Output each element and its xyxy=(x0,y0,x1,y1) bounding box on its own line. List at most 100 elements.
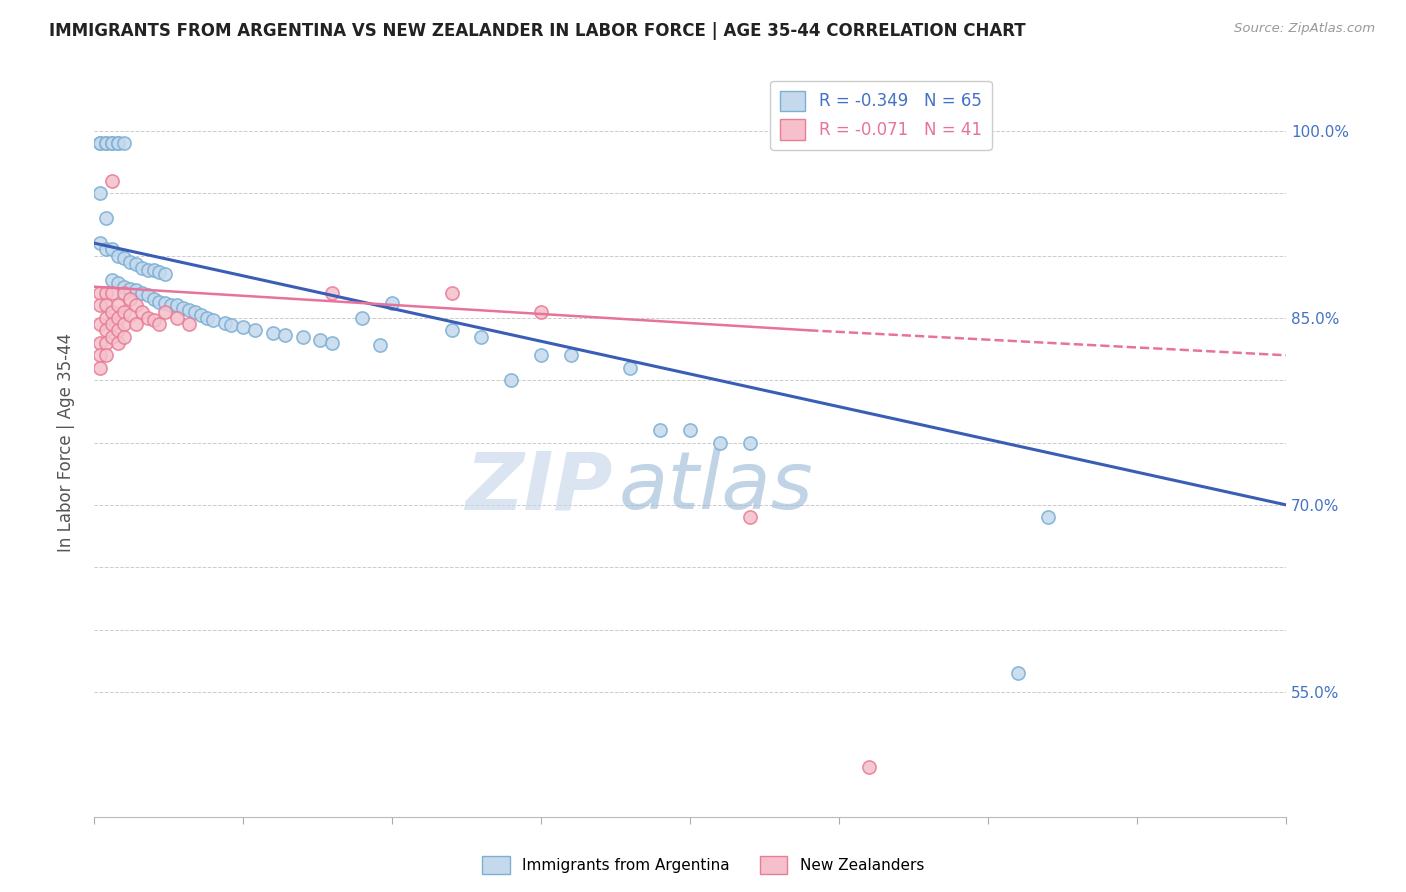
Point xyxy=(136,263,159,277)
Point xyxy=(190,309,212,323)
Point xyxy=(118,254,141,268)
Point xyxy=(738,510,761,524)
Point xyxy=(738,435,761,450)
Point xyxy=(94,310,117,325)
Point xyxy=(94,285,117,300)
Point xyxy=(112,136,135,151)
Point xyxy=(219,318,242,333)
Point xyxy=(101,304,124,318)
Point xyxy=(501,373,523,387)
Point xyxy=(243,323,266,337)
Point xyxy=(650,423,672,437)
Point xyxy=(321,335,343,350)
Point xyxy=(166,310,188,325)
Point xyxy=(160,298,183,312)
Point xyxy=(309,334,332,348)
Point xyxy=(112,304,135,318)
Point xyxy=(124,298,146,312)
Point xyxy=(155,304,177,318)
Point xyxy=(142,292,165,306)
Point xyxy=(131,285,153,300)
Point xyxy=(112,329,135,343)
Point xyxy=(858,759,880,773)
Point xyxy=(107,335,129,350)
Point xyxy=(89,186,111,201)
Point xyxy=(179,303,201,318)
Point xyxy=(214,316,236,330)
Point xyxy=(530,348,553,362)
Point xyxy=(94,323,117,337)
Point xyxy=(679,423,702,437)
Point xyxy=(262,326,284,340)
Point xyxy=(155,267,177,281)
Point xyxy=(101,136,124,151)
Point xyxy=(1007,666,1029,681)
Point xyxy=(94,136,117,151)
Point xyxy=(94,211,117,226)
Point xyxy=(148,294,170,309)
Point xyxy=(89,298,111,312)
Point xyxy=(89,317,111,331)
Point xyxy=(172,301,194,315)
Point xyxy=(179,317,201,331)
Point xyxy=(124,257,146,271)
Point xyxy=(291,329,314,343)
Point xyxy=(440,285,463,300)
Point xyxy=(94,136,117,151)
Point xyxy=(368,338,391,352)
Point xyxy=(321,285,343,300)
Point xyxy=(107,310,129,325)
Point xyxy=(148,265,170,279)
Point xyxy=(101,136,124,151)
Y-axis label: In Labor Force | Age 35-44: In Labor Force | Age 35-44 xyxy=(58,333,75,552)
Point xyxy=(101,285,124,300)
Point xyxy=(131,304,153,318)
Text: Source: ZipAtlas.com: Source: ZipAtlas.com xyxy=(1234,22,1375,36)
Point xyxy=(118,292,141,306)
Point xyxy=(440,323,463,337)
Point xyxy=(166,298,188,312)
Point xyxy=(89,235,111,250)
Point xyxy=(94,242,117,256)
Point xyxy=(94,348,117,362)
Point xyxy=(118,282,141,296)
Point xyxy=(136,288,159,302)
Point xyxy=(94,298,117,312)
Point xyxy=(470,329,492,343)
Point xyxy=(184,304,207,318)
Point xyxy=(112,285,135,300)
Point xyxy=(155,296,177,310)
Point xyxy=(131,260,153,275)
Point xyxy=(107,136,129,151)
Point xyxy=(1036,510,1059,524)
Point xyxy=(619,360,641,375)
Point xyxy=(89,136,111,151)
Point xyxy=(381,296,404,310)
Point xyxy=(352,310,374,325)
Point xyxy=(709,435,731,450)
Point xyxy=(124,284,146,298)
Point xyxy=(101,329,124,343)
Point xyxy=(195,310,218,325)
Text: atlas: atlas xyxy=(619,449,813,526)
Point xyxy=(107,248,129,262)
Point xyxy=(89,335,111,350)
Point xyxy=(112,251,135,265)
Point xyxy=(142,263,165,277)
Point xyxy=(112,317,135,331)
Point xyxy=(107,323,129,337)
Point xyxy=(101,174,124,188)
Point xyxy=(89,136,111,151)
Point xyxy=(530,304,553,318)
Point xyxy=(101,273,124,287)
Point xyxy=(107,136,129,151)
Point xyxy=(94,335,117,350)
Text: IMMIGRANTS FROM ARGENTINA VS NEW ZEALANDER IN LABOR FORCE | AGE 35-44 CORRELATIO: IMMIGRANTS FROM ARGENTINA VS NEW ZEALAND… xyxy=(49,22,1026,40)
Point xyxy=(148,317,170,331)
Point xyxy=(136,310,159,325)
Point xyxy=(118,309,141,323)
Point xyxy=(89,360,111,375)
Point xyxy=(112,279,135,293)
Point xyxy=(560,348,582,362)
Text: ZIP: ZIP xyxy=(465,449,613,526)
